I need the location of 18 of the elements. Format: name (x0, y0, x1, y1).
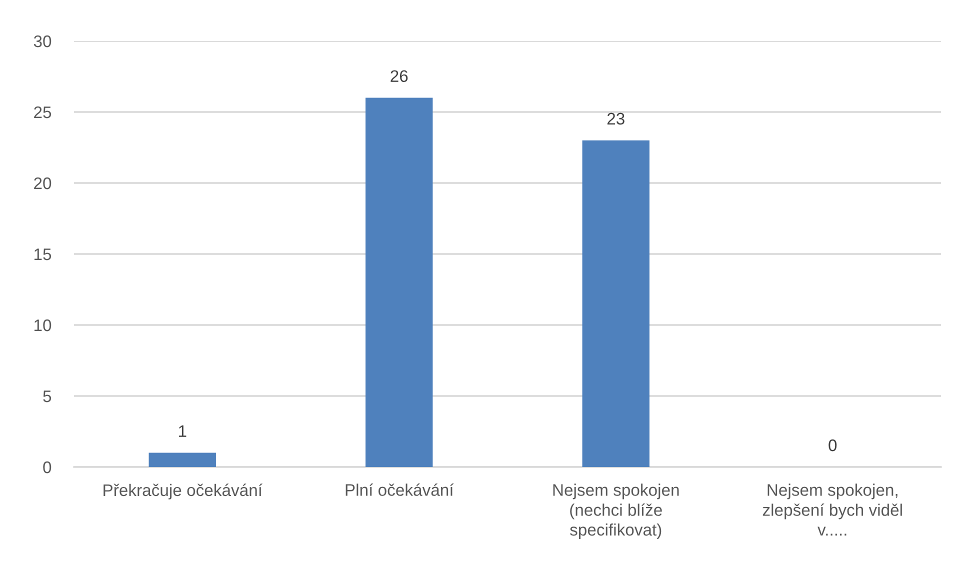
y-tick-label: 30 (34, 35, 52, 48)
bar (582, 140, 650, 467)
y-tick-label: 15 (34, 248, 52, 260)
y-tick-label: 25 (34, 106, 52, 118)
bar (366, 98, 433, 467)
x-tick-label: Nejsem spokojen, zlepšení bych viděl v..... (762, 484, 902, 536)
x-tick-label: Nejsem spokojen (nechci blíže specifikovat) (553, 484, 679, 539)
data-label: 0 (828, 439, 837, 452)
y-tick-label: 0 (43, 461, 52, 474)
bar (148, 452, 216, 467)
y-tick-label: 5 (43, 390, 52, 402)
data-label: 23 (607, 112, 624, 125)
y-tick-label: 10 (34, 319, 52, 332)
x-tick-label: Plní očekávání (346, 483, 454, 496)
x-tick-label: Překračuje očekávání (104, 484, 262, 500)
data-label: 26 (390, 70, 408, 82)
y-tick-label: 20 (34, 177, 52, 190)
data-label: 1 (179, 425, 186, 437)
